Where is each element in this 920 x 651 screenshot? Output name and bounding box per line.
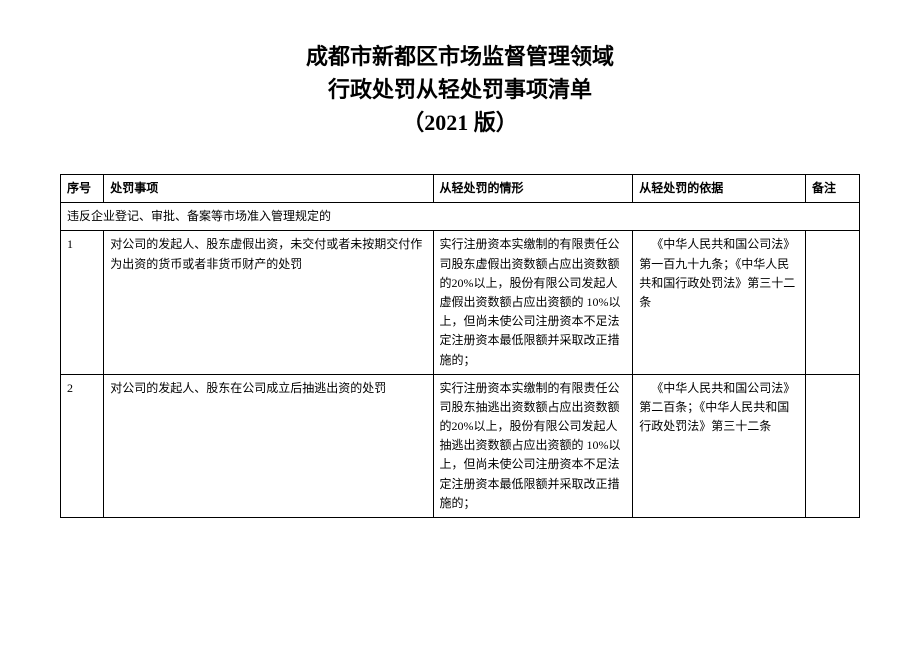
title-line-2: 行政处罚从轻处罚事项清单 [60, 73, 860, 106]
header-seq: 序号 [61, 175, 104, 203]
cell-basis: 《中华人民共和国公司法》第一百九十九条；《中华人民共和国行政处罚法》第三十二条 [633, 231, 806, 374]
table-row: 1 对公司的发起人、股东虚假出资，未交付或者未按期交付作为出资的货币或者非货币财… [61, 231, 860, 374]
cell-item: 对公司的发起人、股东在公司成立后抽逃出资的处罚 [104, 374, 433, 517]
title-line-1: 成都市新都区市场监督管理领域 [60, 40, 860, 73]
cell-item: 对公司的发起人、股东虚假出资，未交付或者未按期交付作为出资的货币或者非货币财产的… [104, 231, 433, 374]
cell-situation: 实行注册资本实缴制的有限责任公司股东虚假出资数额占应出资数额的20%以上，股份有… [433, 231, 633, 374]
cell-remark [806, 231, 860, 374]
document-title-block: 成都市新都区市场监督管理领域 行政处罚从轻处罚事项清单 （2021 版） [60, 40, 860, 139]
header-situation: 从轻处罚的情形 [433, 175, 633, 203]
table-row: 2 对公司的发起人、股东在公司成立后抽逃出资的处罚 实行注册资本实缴制的有限责任… [61, 374, 860, 517]
section-row: 违反企业登记、审批、备案等市场准入管理规定的 [61, 203, 860, 231]
cell-seq: 2 [61, 374, 104, 517]
cell-situation: 实行注册资本实缴制的有限责任公司股东抽逃出资数额占应出资数额的20%以上，股份有… [433, 374, 633, 517]
header-remark: 备注 [806, 175, 860, 203]
cell-remark [806, 374, 860, 517]
penalty-table: 序号 处罚事项 从轻处罚的情形 从轻处罚的依据 备注 违反企业登记、审批、备案等… [60, 174, 860, 518]
title-line-3: （2021 版） [60, 106, 860, 139]
cell-seq: 1 [61, 231, 104, 374]
table-header-row: 序号 处罚事项 从轻处罚的情形 从轻处罚的依据 备注 [61, 175, 860, 203]
header-basis: 从轻处罚的依据 [633, 175, 806, 203]
cell-basis: 《中华人民共和国公司法》第二百条；《中华人民共和国行政处罚法》第三十二条 [633, 374, 806, 517]
header-item: 处罚事项 [104, 175, 433, 203]
section-title: 违反企业登记、审批、备案等市场准入管理规定的 [61, 203, 860, 231]
